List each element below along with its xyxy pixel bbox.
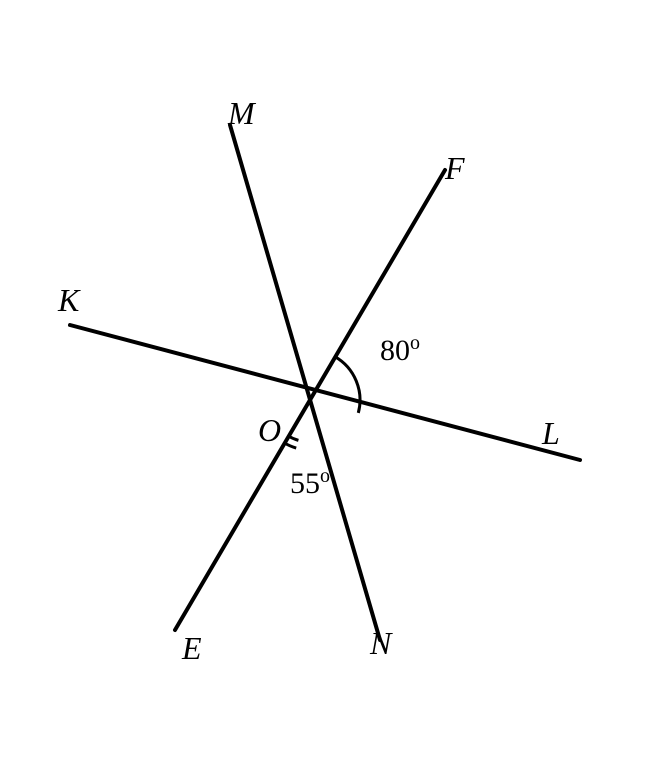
arc-angle-EON-inner <box>288 436 299 441</box>
arc-angle-FOL <box>335 357 360 413</box>
degree-symbol-EON: o <box>320 465 330 487</box>
label-N: N <box>370 625 391 662</box>
label-O: O <box>258 412 281 449</box>
arc-angle-EON-outer <box>284 442 297 448</box>
degree-symbol-FOL: o <box>410 332 420 354</box>
lines-group <box>70 125 580 640</box>
label-L: L <box>542 415 560 452</box>
label-M: M <box>228 95 255 132</box>
angle-value-FOL: 80 <box>380 334 410 367</box>
line-KL <box>70 325 580 460</box>
angle-value-EON: 55 <box>290 467 320 500</box>
angle-label-FOL: 80o <box>380 332 420 368</box>
label-F: F <box>445 150 465 187</box>
label-K: K <box>58 282 79 319</box>
geometry-canvas <box>0 0 645 769</box>
label-E: E <box>182 630 202 667</box>
angle-label-EON: 55o <box>290 465 330 501</box>
line-EF <box>175 170 445 630</box>
